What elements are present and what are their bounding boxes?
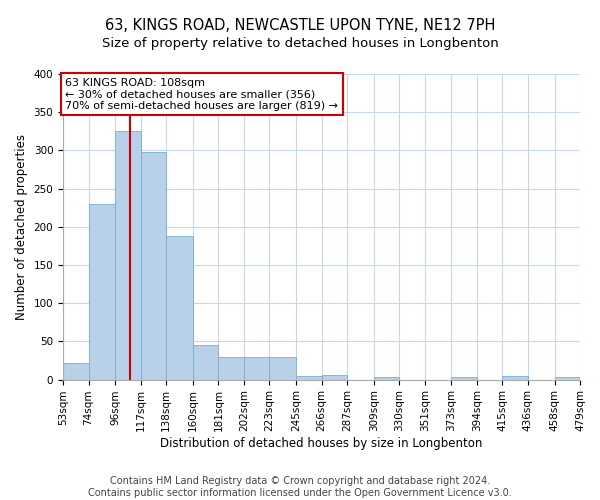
- Bar: [502, 376, 528, 380]
- Bar: [115, 132, 140, 380]
- Bar: [63, 363, 89, 380]
- Text: 63, KINGS ROAD, NEWCASTLE UPON TYNE, NE12 7PH: 63, KINGS ROAD, NEWCASTLE UPON TYNE, NE1…: [105, 18, 495, 32]
- Bar: [89, 204, 115, 380]
- Bar: [322, 375, 347, 380]
- Bar: [193, 345, 218, 380]
- Text: 63 KINGS ROAD: 108sqm
← 30% of detached houses are smaller (356)
70% of semi-det: 63 KINGS ROAD: 108sqm ← 30% of detached …: [65, 78, 338, 111]
- Bar: [374, 378, 399, 380]
- Y-axis label: Number of detached properties: Number of detached properties: [15, 134, 28, 320]
- Bar: [269, 356, 296, 380]
- Bar: [166, 236, 193, 380]
- Bar: [451, 378, 477, 380]
- Bar: [244, 356, 269, 380]
- X-axis label: Distribution of detached houses by size in Longbenton: Distribution of detached houses by size …: [160, 437, 483, 450]
- Bar: [296, 376, 322, 380]
- Bar: [140, 152, 166, 380]
- Text: Contains HM Land Registry data © Crown copyright and database right 2024.
Contai: Contains HM Land Registry data © Crown c…: [88, 476, 512, 498]
- Bar: [554, 378, 580, 380]
- Text: Size of property relative to detached houses in Longbenton: Size of property relative to detached ho…: [101, 38, 499, 51]
- Bar: [218, 356, 244, 380]
